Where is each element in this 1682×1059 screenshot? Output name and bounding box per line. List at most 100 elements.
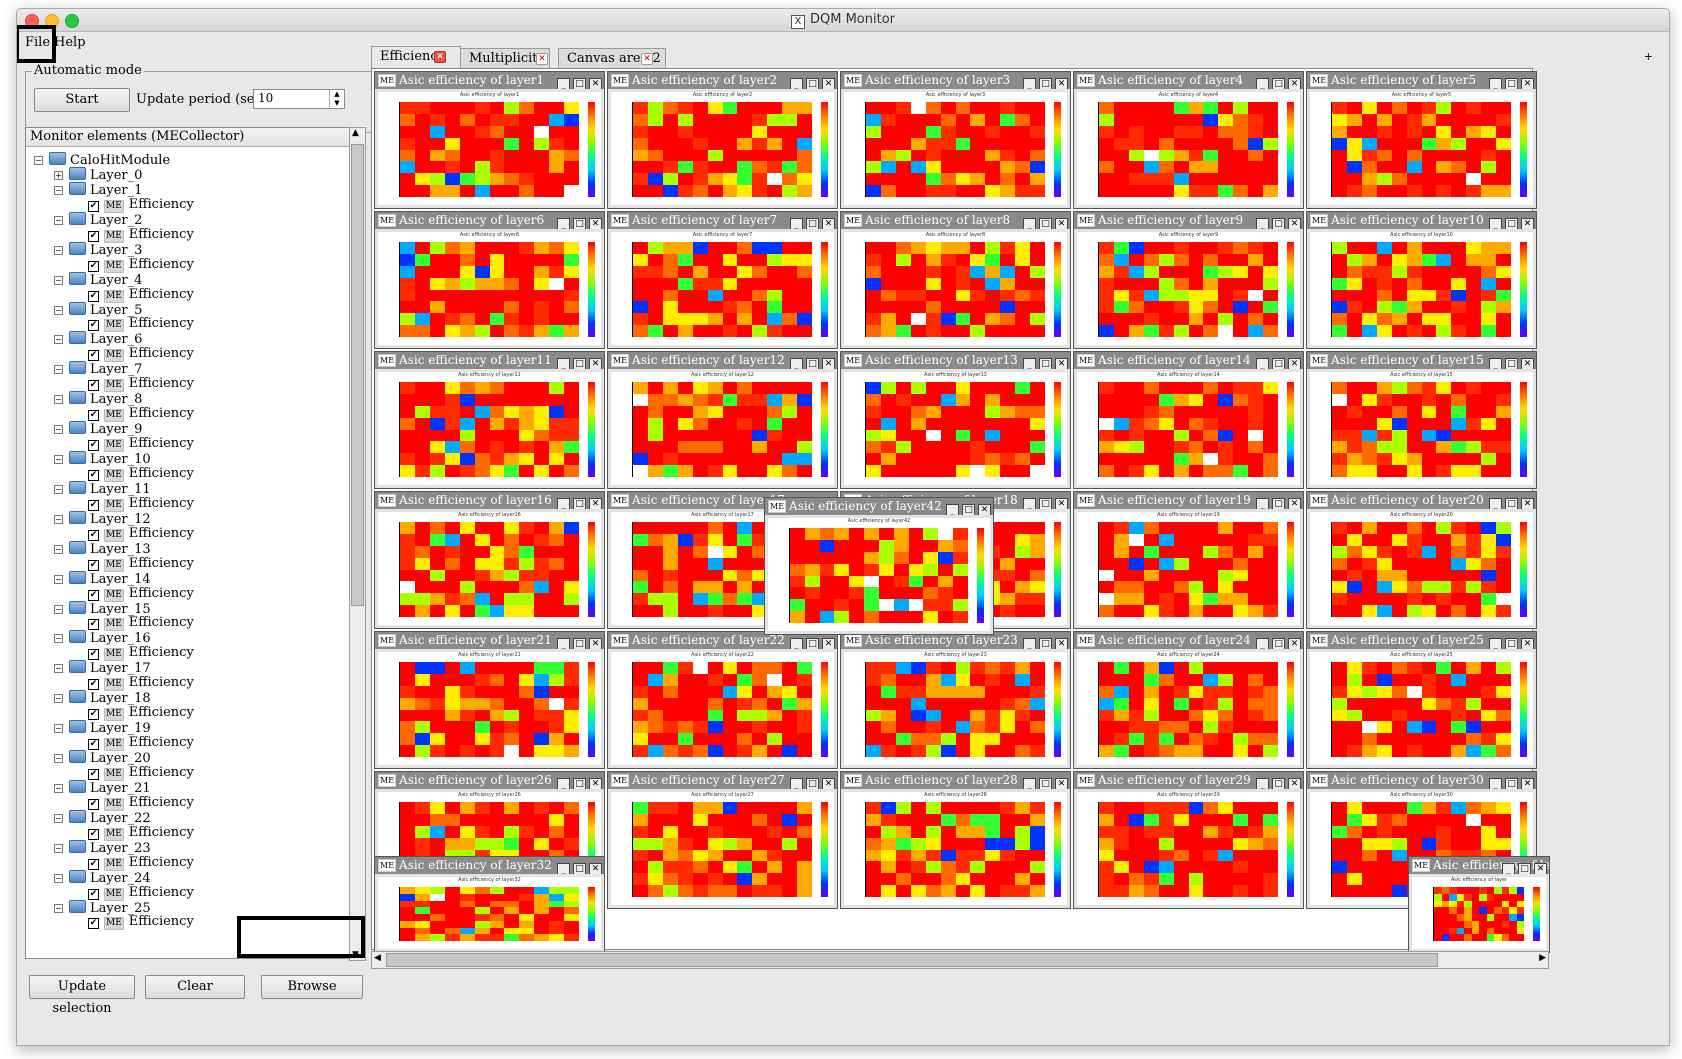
maximize-icon[interactable]: □ <box>573 863 586 874</box>
collapse-icon[interactable]: − <box>54 275 63 285</box>
plot-subwindow[interactable]: ME Asic efficiency of layer42 _ □ ✕ Asic effi… <box>764 497 994 635</box>
tree-layer[interactable]: − Layer_23 <box>54 839 151 856</box>
close-icon[interactable]: ✕ <box>1521 638 1534 649</box>
maximize-icon[interactable]: □ <box>1505 638 1518 649</box>
collapse-icon[interactable]: − <box>54 694 63 704</box>
minimize-icon[interactable]: _ <box>557 498 570 509</box>
plot-subwindow[interactable]: ME Asic efficiency of layer6 _ □ ✕ Asic effic… <box>374 211 605 349</box>
heatmap-plot[interactable]: Asic efficiency of layer42 <box>768 518 990 631</box>
collapse-icon[interactable]: − <box>54 365 63 375</box>
maximize-icon[interactable]: □ <box>1039 218 1052 229</box>
maximize-icon[interactable]: □ <box>1039 498 1052 509</box>
tree-efficiency-item[interactable]: ✔ ME Efficiency <box>88 824 194 841</box>
close-icon[interactable]: ✕ <box>1055 498 1068 509</box>
checkbox[interactable]: ✔ <box>88 410 99 422</box>
close-icon[interactable]: ✕ <box>1521 78 1534 89</box>
heatmap-plot[interactable]: Asic efficiency of layer24 <box>1077 652 1300 765</box>
close-icon[interactable]: ✕ <box>822 218 835 229</box>
minimize-icon[interactable]: _ <box>1256 358 1269 369</box>
tree-vertical-scrollbar[interactable]: ▲ ▼ <box>349 127 366 961</box>
plot-subwindow[interactable]: ME Asic efficiency of layer32 _ □ ✕ Asic effi… <box>374 856 605 953</box>
tree-efficiency-item[interactable]: ✔ ME Efficiency <box>88 465 194 482</box>
tree-efficiency-item[interactable]: ✔ ME Efficiency <box>88 585 194 602</box>
tree-layer[interactable]: − Layer_9 <box>54 421 143 438</box>
maximize-icon[interactable]: □ <box>573 78 586 89</box>
close-icon[interactable]: ✕ <box>589 638 602 649</box>
close-icon[interactable]: ✕ <box>1288 498 1301 509</box>
minimize-icon[interactable]: _ <box>557 78 570 89</box>
maximize-icon[interactable]: □ <box>1272 778 1285 789</box>
collapse-icon[interactable]: − <box>34 156 43 165</box>
plot-subwindow[interactable]: ME Asic efficiency of layer29 _ □ ✕ Asic effi… <box>1073 771 1304 909</box>
minimize-icon[interactable]: _ <box>1489 358 1502 369</box>
maximize-icon[interactable]: □ <box>573 218 586 229</box>
collapse-icon[interactable]: − <box>54 873 63 883</box>
expand-icon[interactable]: + <box>54 170 63 180</box>
close-icon[interactable]: ✕ <box>1288 778 1301 789</box>
minimize-icon[interactable]: _ <box>1023 498 1036 509</box>
subwindow-titlebar[interactable]: ME Asic efficiency of layer25 _ □ ✕ <box>1307 632 1536 649</box>
tab-canvas-area-2[interactable]: Canvas area 2 ✕ <box>558 48 666 68</box>
plot-subwindow[interactable]: ME Asic efficiency of layer12 _ □ ✕ Asic effi… <box>607 351 838 489</box>
close-icon[interactable]: ✕ <box>1055 778 1068 789</box>
heatmap-plot[interactable]: Asic efficiency of layer12 <box>611 372 834 485</box>
tree-layer[interactable]: − Layer_8 <box>54 391 143 408</box>
subwindow-titlebar[interactable]: ME Asic efficiency of layer42 _ □ ✕ <box>765 498 993 515</box>
maximize-icon[interactable]: □ <box>573 498 586 509</box>
close-icon[interactable]: ✕ <box>822 358 835 369</box>
tree-efficiency-item[interactable]: ✔ ME Efficiency <box>88 525 194 542</box>
subwindow-titlebar[interactable]: ME Asic efficiency of layer4 _ □ ✕ <box>1074 72 1303 89</box>
checkbox[interactable]: ✔ <box>88 649 99 661</box>
close-icon[interactable]: ✕ <box>1288 78 1301 89</box>
maximize-icon[interactable]: □ <box>573 358 586 369</box>
minimize-icon[interactable]: _ <box>1023 638 1036 649</box>
maximize-icon[interactable]: □ <box>1039 358 1052 369</box>
subwindow-titlebar[interactable]: ME Asic efficiency of layer11 _ □ ✕ <box>375 352 604 369</box>
collapse-icon[interactable]: − <box>54 604 63 614</box>
minimize-icon[interactable]: _ <box>1256 78 1269 89</box>
checkbox[interactable]: ✔ <box>88 260 99 272</box>
heatmap-plot[interactable]: Asic efficiency of layer <box>1412 877 1546 949</box>
tree-layer[interactable]: − Layer_1 <box>54 181 143 198</box>
menu-file[interactable]: File <box>25 35 51 50</box>
maximize-icon[interactable]: □ <box>573 638 586 649</box>
collapse-icon[interactable]: − <box>54 455 63 464</box>
minimize-icon[interactable]: _ <box>1023 78 1036 89</box>
plot-subwindow[interactable]: ME Asic efficiency of layer5 _ □ ✕ Asic effic… <box>1306 71 1537 209</box>
tree-efficiency-item[interactable]: ✔ ME Efficiency <box>88 914 194 931</box>
scroll-up-icon[interactable]: ▲ <box>352 128 359 138</box>
subwindow-titlebar[interactable]: ME Asic efficiency of layer24 _ □ ✕ <box>1074 632 1303 649</box>
minimize-icon[interactable]: _ <box>557 358 570 369</box>
browse-button[interactable]: Browse <box>261 975 363 999</box>
maximize-icon[interactable]: □ <box>806 358 819 369</box>
tree-layer[interactable]: − Layer_14 <box>54 570 151 587</box>
checkbox[interactable]: ✔ <box>88 529 99 541</box>
tab-multiplicity[interactable]: Multiplicity ✕ <box>460 48 550 68</box>
tree-layer[interactable]: − Layer_5 <box>54 301 143 318</box>
close-tab-icon[interactable]: ✕ <box>641 53 653 65</box>
collapse-icon[interactable]: − <box>54 305 63 315</box>
checkbox[interactable]: ✔ <box>88 499 99 511</box>
plot-subwindow[interactable]: ME Asic efficiency of layer22 _ □ ✕ Asic effi… <box>607 631 838 769</box>
heatmap-plot[interactable]: Asic efficiency of layer6 <box>378 232 601 345</box>
tree-efficiency-item[interactable]: ✔ ME Efficiency <box>88 645 194 662</box>
close-icon[interactable]: ✕ <box>589 358 602 369</box>
heatmap-plot[interactable]: Asic efficiency of layer14 <box>1077 372 1300 485</box>
tree-layer[interactable]: − Layer_3 <box>54 241 143 258</box>
tree-efficiency-item[interactable]: ✔ ME Efficiency <box>88 884 194 901</box>
subwindow-titlebar[interactable]: ME Asic efficiency of layer2 _ □ ✕ <box>608 72 837 89</box>
heatmap-plot[interactable]: Asic efficiency of layer29 <box>1077 792 1300 905</box>
tree-layer[interactable]: − Layer_21 <box>54 779 151 796</box>
checkbox[interactable]: ✔ <box>88 559 99 571</box>
tree-efficiency-item[interactable]: ✔ ME Efficiency <box>88 376 194 393</box>
close-icon[interactable]: ✕ <box>1521 218 1534 229</box>
close-tab-icon[interactable]: ✕ <box>434 51 446 63</box>
heatmap-plot[interactable]: Asic efficiency of layer15 <box>1310 372 1533 485</box>
heatmap-plot[interactable]: Asic efficiency of layer10 <box>1310 232 1533 345</box>
subwindow-titlebar[interactable]: ME Asic efficiency of layer16 _ □ ✕ <box>375 492 604 509</box>
minimize-icon[interactable]: _ <box>1489 218 1502 229</box>
tree-efficiency-item[interactable]: ✔ ME Efficiency <box>88 495 194 512</box>
zoom-window-button[interactable] <box>65 14 79 28</box>
plot-subwindow[interactable]: ME Asic efficiency of layer11 _ □ ✕ Asic effi… <box>374 351 605 489</box>
